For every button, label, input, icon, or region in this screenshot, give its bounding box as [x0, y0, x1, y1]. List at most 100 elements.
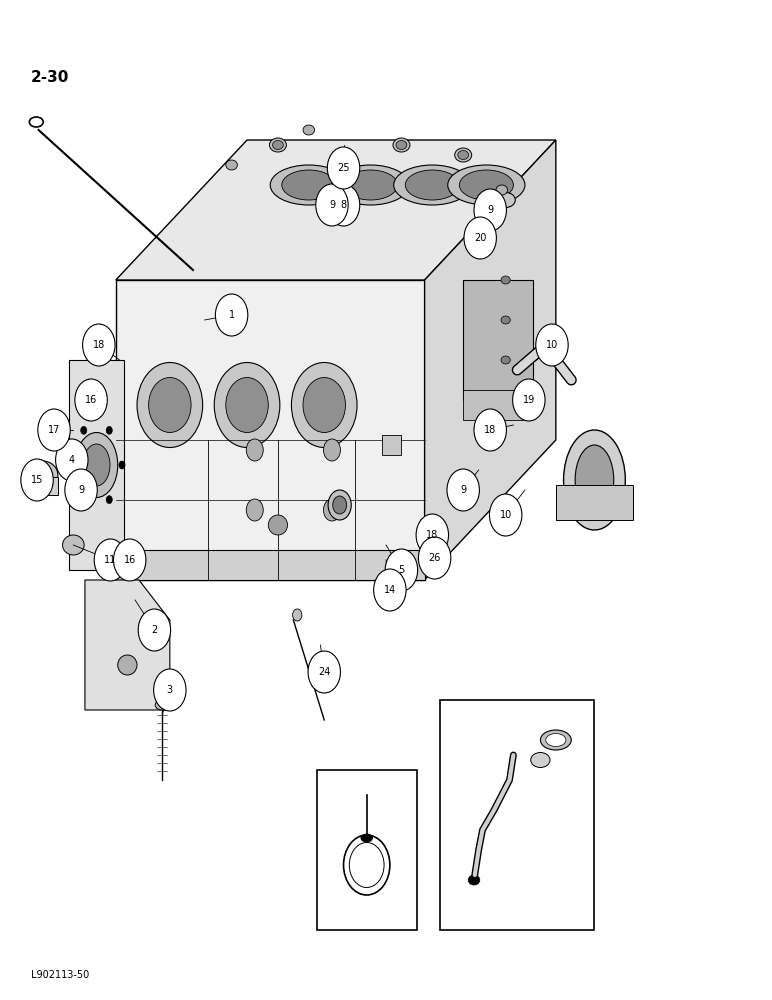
Circle shape [489, 494, 522, 536]
Text: 3: 3 [167, 685, 173, 695]
Ellipse shape [564, 430, 625, 530]
Ellipse shape [323, 439, 340, 461]
Ellipse shape [214, 362, 279, 448]
Ellipse shape [496, 192, 516, 208]
Circle shape [416, 514, 449, 556]
Ellipse shape [501, 356, 510, 364]
Ellipse shape [344, 170, 398, 200]
Ellipse shape [459, 170, 513, 200]
Circle shape [385, 549, 418, 591]
Ellipse shape [225, 377, 269, 432]
Circle shape [474, 189, 506, 231]
Ellipse shape [496, 185, 508, 195]
Circle shape [215, 294, 248, 336]
Ellipse shape [273, 140, 283, 149]
Circle shape [374, 569, 406, 611]
Ellipse shape [523, 389, 534, 401]
Text: 20: 20 [474, 233, 486, 243]
Polygon shape [116, 280, 425, 580]
Bar [440, 700, 594, 930]
Ellipse shape [394, 165, 471, 205]
Ellipse shape [323, 499, 340, 521]
Ellipse shape [468, 875, 479, 885]
Circle shape [21, 459, 53, 501]
Circle shape [308, 651, 340, 693]
Ellipse shape [83, 444, 110, 486]
Ellipse shape [361, 834, 372, 842]
Ellipse shape [246, 439, 263, 461]
Ellipse shape [225, 160, 237, 170]
Text: 26: 26 [428, 553, 441, 563]
Ellipse shape [80, 496, 86, 504]
Circle shape [513, 379, 545, 421]
Ellipse shape [501, 316, 510, 324]
Ellipse shape [137, 362, 202, 448]
Ellipse shape [269, 515, 287, 535]
Circle shape [56, 439, 88, 481]
Circle shape [316, 184, 348, 226]
Text: 9: 9 [329, 200, 335, 210]
Ellipse shape [530, 752, 550, 768]
Circle shape [447, 469, 479, 511]
Bar [463, 280, 533, 400]
Text: 18: 18 [93, 340, 105, 350]
Ellipse shape [448, 165, 525, 205]
Circle shape [464, 217, 496, 259]
Circle shape [327, 184, 360, 226]
Ellipse shape [291, 362, 357, 448]
Ellipse shape [106, 496, 112, 504]
Text: 16: 16 [124, 555, 136, 565]
Circle shape [83, 324, 115, 366]
Polygon shape [425, 140, 556, 580]
Ellipse shape [270, 165, 347, 205]
Ellipse shape [148, 377, 191, 432]
Circle shape [154, 669, 186, 711]
Polygon shape [85, 580, 170, 710]
Ellipse shape [303, 125, 315, 135]
Text: 9: 9 [487, 205, 493, 215]
Text: 11: 11 [104, 555, 117, 565]
Ellipse shape [119, 461, 125, 469]
Circle shape [418, 537, 451, 579]
Bar [382, 435, 401, 455]
Ellipse shape [396, 140, 407, 149]
Ellipse shape [501, 276, 510, 284]
Bar [556, 485, 633, 520]
Ellipse shape [81, 426, 86, 434]
Circle shape [94, 539, 127, 581]
Text: 5: 5 [398, 565, 405, 575]
Text: 17: 17 [48, 425, 60, 435]
Ellipse shape [393, 138, 410, 152]
Ellipse shape [107, 426, 113, 434]
Text: 16: 16 [85, 395, 97, 405]
Circle shape [138, 609, 171, 651]
Ellipse shape [333, 496, 347, 514]
Ellipse shape [540, 730, 571, 750]
Ellipse shape [66, 461, 80, 479]
Circle shape [75, 379, 107, 421]
Ellipse shape [458, 150, 469, 159]
Ellipse shape [75, 432, 118, 497]
Text: 9: 9 [78, 485, 84, 495]
Circle shape [536, 324, 568, 366]
Ellipse shape [328, 490, 351, 520]
Text: 15: 15 [31, 475, 43, 485]
Text: 8: 8 [340, 200, 347, 210]
Bar [463, 390, 533, 420]
Circle shape [113, 539, 146, 581]
Ellipse shape [405, 170, 459, 200]
Text: 2-30: 2-30 [31, 70, 69, 85]
Text: 2: 2 [151, 625, 157, 635]
Ellipse shape [303, 377, 345, 432]
Polygon shape [116, 550, 425, 580]
Text: 1: 1 [229, 310, 235, 320]
Circle shape [38, 409, 70, 451]
Ellipse shape [546, 734, 566, 746]
Ellipse shape [27, 461, 58, 489]
Text: 10: 10 [546, 340, 558, 350]
Circle shape [474, 409, 506, 451]
Ellipse shape [269, 138, 286, 152]
Ellipse shape [282, 170, 336, 200]
Circle shape [327, 147, 360, 189]
Ellipse shape [117, 655, 137, 675]
